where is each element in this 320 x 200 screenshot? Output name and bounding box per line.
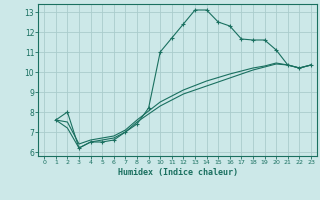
- X-axis label: Humidex (Indice chaleur): Humidex (Indice chaleur): [118, 168, 238, 177]
